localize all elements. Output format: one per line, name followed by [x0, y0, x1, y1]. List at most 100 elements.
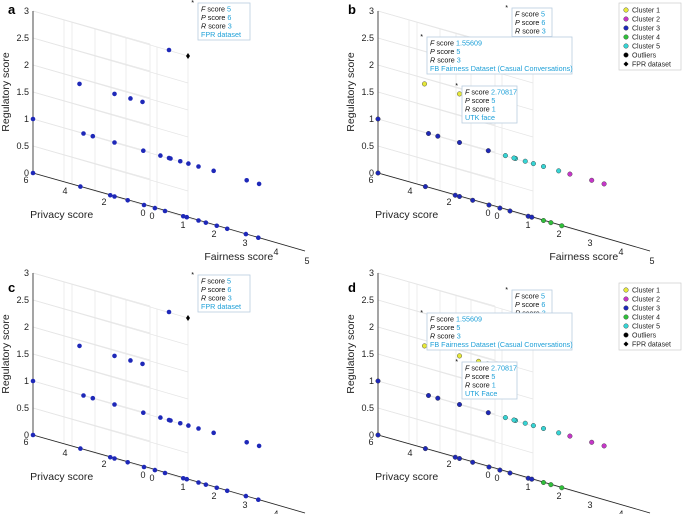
legend-label: Cluster 5: [632, 44, 660, 51]
annotation-key: F: [201, 5, 206, 14]
data-point: [601, 443, 607, 449]
z-tick-label: 0: [24, 168, 29, 178]
grid-line: [32, 10, 151, 45]
x-tick-label: 0: [149, 473, 154, 483]
annotation-key: R: [430, 56, 435, 65]
z-axis-label: Regulatory score: [345, 52, 357, 132]
x-tick-label: 3: [242, 238, 247, 248]
legend-marker: [623, 16, 629, 22]
data-point: [540, 479, 546, 485]
annotation-line: P score 5: [430, 323, 460, 332]
data-point: [522, 158, 528, 164]
z-axis-label: Regulatory score: [0, 52, 12, 132]
data-point: [456, 455, 462, 461]
data-point: [196, 218, 201, 223]
annotation-value: 1: [492, 381, 496, 390]
x-tick-label: 2: [211, 229, 216, 239]
x-axis-line: [494, 205, 651, 252]
annotation-box: [197, 2, 251, 41]
annotation-value: 3: [228, 22, 232, 31]
data-point: [507, 470, 513, 476]
data-point: [540, 163, 546, 169]
data-point: [128, 96, 133, 101]
annotation-marker: *: [505, 285, 508, 294]
x-tick-label: 4: [618, 247, 623, 257]
annotation-key: P: [430, 47, 435, 56]
annotation-text: score: [519, 292, 541, 301]
data-point: [166, 47, 172, 53]
annotation-key: F: [515, 10, 520, 19]
legend-label: Cluster 3: [632, 26, 660, 33]
z-tick-label: 1: [24, 376, 29, 386]
data-point: [452, 454, 458, 460]
data-point: [224, 226, 230, 232]
data-point: [186, 161, 191, 166]
z-tick-label: 2.5: [16, 33, 29, 43]
data-point: [567, 171, 573, 177]
x-tick-label: 3: [242, 500, 247, 510]
legend-label: Cluster 5: [632, 324, 660, 331]
annotation-line: F score 2.70817: [465, 364, 517, 373]
annotation-line: R score 3: [201, 294, 232, 303]
annotation-line: P score 6: [515, 18, 545, 27]
z-tick-label: 2: [24, 60, 29, 70]
z-tick-label: 0: [24, 430, 29, 440]
legend-marker: [623, 34, 629, 40]
legend-marker: [623, 287, 629, 293]
data-point: [214, 223, 220, 229]
annotation-text: score: [520, 27, 542, 36]
z-tick-label: 1.5: [361, 349, 374, 359]
z-tick-label: 1.5: [16, 349, 29, 359]
data-point: [78, 446, 83, 451]
annotation-key: R: [201, 294, 206, 303]
z-tick-label: 0.5: [16, 141, 29, 151]
x-tick-label: 2: [556, 491, 561, 501]
annotation-text: score: [206, 285, 228, 294]
legend-marker: [623, 43, 629, 49]
data-point: [224, 488, 230, 494]
y-tick-label: 6: [368, 437, 373, 447]
data-point: [196, 164, 201, 169]
z-tick-label: 2.5: [361, 295, 374, 305]
annotation-dataset: UTK face: [465, 113, 495, 122]
legend-marker: [623, 332, 629, 338]
z-tick-label: 0.5: [361, 403, 374, 413]
legend-label: Cluster 1: [632, 8, 660, 15]
data-point: [196, 426, 201, 431]
annotation-box: [197, 274, 251, 313]
data-point: [140, 99, 145, 105]
annotation-line: F score 5: [201, 277, 231, 286]
data-point: [485, 148, 491, 154]
z-tick-label: 2: [369, 60, 374, 70]
data-point: [422, 446, 428, 452]
annotation-key: F: [430, 315, 435, 324]
legend-marker-fpr: [623, 61, 629, 67]
data-point: [507, 208, 513, 214]
y-tick-label: 2: [101, 459, 106, 469]
x-tick-label: 4: [273, 247, 278, 257]
annotation-marker: *: [420, 308, 423, 317]
y-tick-label: 4: [62, 448, 67, 458]
data-point: [81, 131, 86, 136]
annotation-value: 2.70817: [491, 364, 517, 373]
z-tick-label: 2.5: [16, 295, 29, 305]
legend-box: [618, 282, 682, 351]
z-axis-label: Regulatory score: [345, 314, 357, 394]
data-point: [589, 439, 595, 445]
annotation-text: score: [469, 364, 491, 373]
data-point: [256, 443, 262, 449]
annotation-key: P: [465, 372, 470, 381]
legend-label: Cluster 4: [632, 315, 660, 322]
annotation-value: 6: [541, 300, 545, 309]
data-point: [90, 395, 96, 401]
annotation-text: score: [435, 323, 457, 332]
annotation-line: P score 6: [515, 300, 545, 309]
data-point: [211, 430, 216, 436]
panel-label: b: [348, 2, 356, 17]
data-point: [112, 91, 117, 97]
legend-marker: [623, 7, 629, 13]
data-point: [589, 177, 595, 183]
annotation-text: score: [470, 105, 492, 114]
annotation-key: P: [201, 285, 206, 294]
annotation-value: 5: [456, 323, 460, 332]
